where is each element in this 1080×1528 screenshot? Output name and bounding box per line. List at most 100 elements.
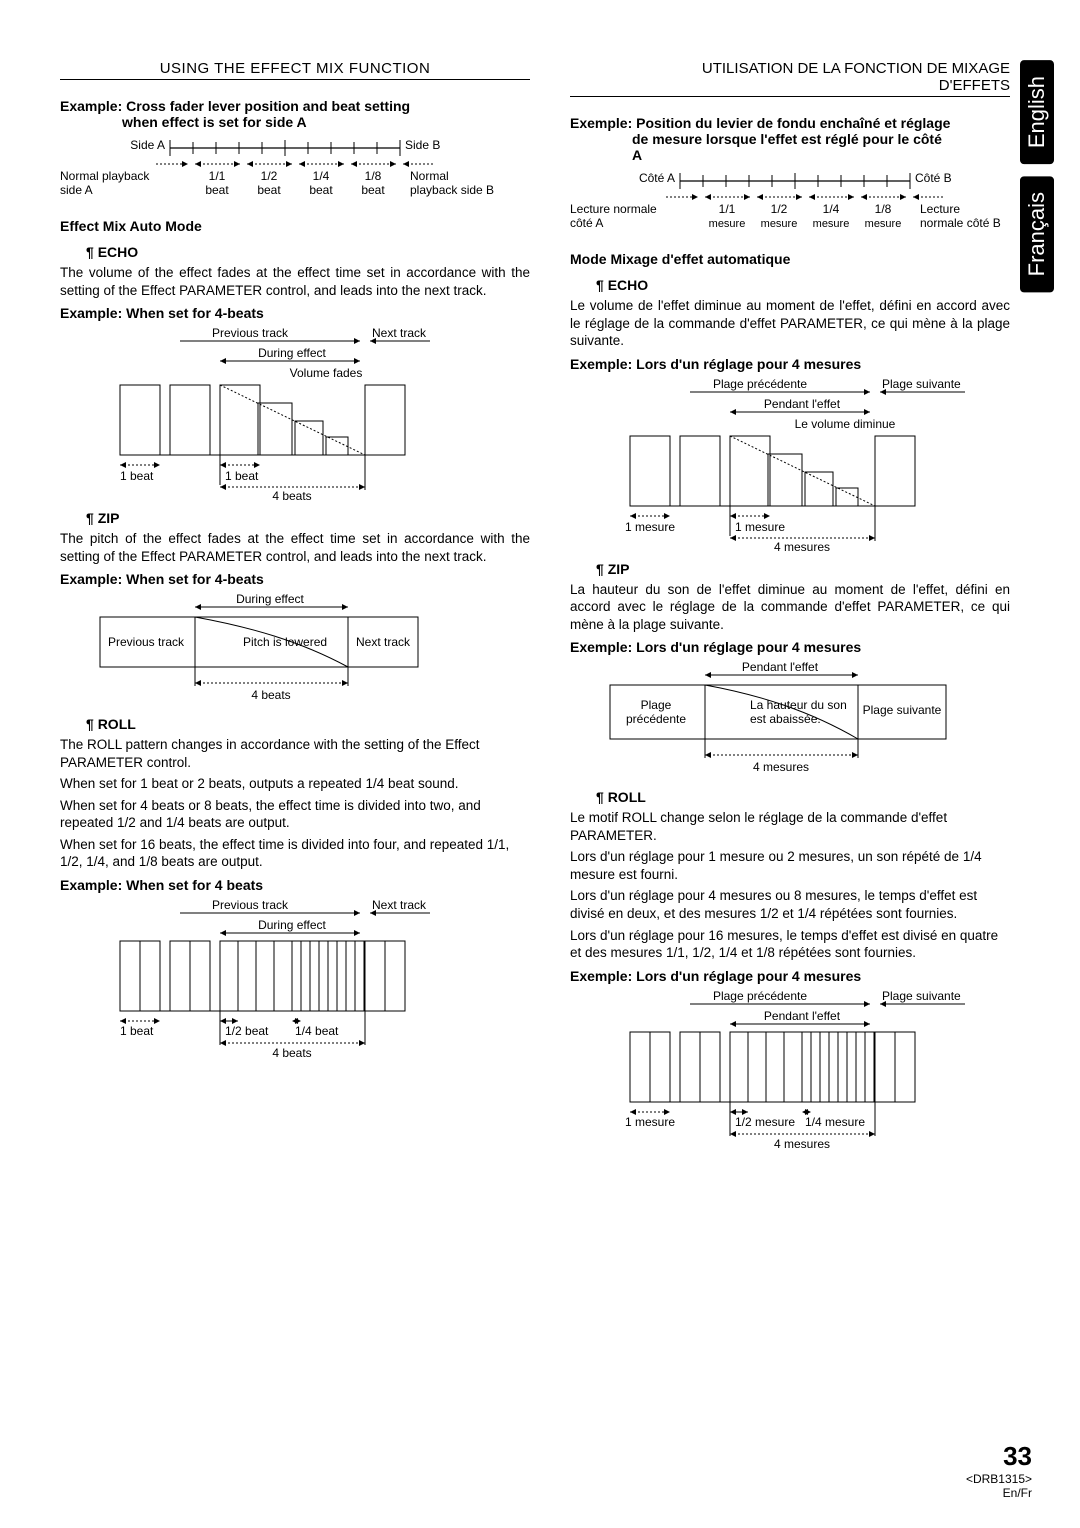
svg-text:Previous track: Previous track (212, 898, 289, 912)
doc-code: <DRB1315> (966, 1472, 1032, 1486)
en-roll-diagram: Previous track Next track During effect … (60, 897, 530, 1057)
page-number: 33 (966, 1441, 1032, 1472)
language-tabs: English Français (1020, 60, 1054, 1158)
svg-text:beat: beat (205, 183, 229, 197)
svg-text:During effect: During effect (258, 346, 326, 360)
svg-text:1 beat: 1 beat (120, 1024, 154, 1038)
svg-text:Côté B: Côté B (915, 171, 952, 185)
svg-text:mesure: mesure (813, 218, 850, 230)
svg-text:1 beat: 1 beat (225, 469, 259, 483)
french-column-wrap: UTILISATION DE LA FONCTION DE MIXAGE D'E… (570, 60, 1040, 1158)
tab-english[interactable]: English (1020, 60, 1054, 164)
svg-text:Next track: Next track (372, 326, 427, 340)
en-header: USING THE EFFECT MIX FUNCTION (60, 60, 530, 80)
en-crossfader-diagram: Side A Side B 1/1 1/2 1/4 1/8 beat beat … (60, 134, 530, 204)
svg-text:1 mesure: 1 mesure (625, 1115, 675, 1129)
svg-text:1 beat: 1 beat (120, 469, 154, 483)
en-echo-ex: Example: When set for 4-beats (60, 305, 530, 321)
svg-text:1/2: 1/2 (771, 202, 788, 216)
en-zip-diagram: During effect Previous track Pitch is lo… (60, 591, 530, 706)
svg-text:Lecture normale: Lecture normale (570, 202, 657, 216)
svg-text:Side B: Side B (405, 138, 440, 152)
svg-text:Volume fades: Volume fades (290, 366, 363, 380)
svg-text:Normal: Normal (410, 169, 449, 183)
svg-text:Pitch is lowered: Pitch is lowered (243, 635, 327, 649)
svg-text:Pendant l'effet: Pendant l'effet (764, 1009, 841, 1023)
svg-text:Normal playback: Normal playback (60, 169, 150, 183)
svg-text:1/1: 1/1 (209, 169, 226, 183)
fr-roll-diagram: Plage précédente Plage suivante Pendant … (570, 988, 1010, 1148)
svg-text:Plage précédente: Plage précédente (713, 989, 807, 1003)
svg-text:Lecture: Lecture (920, 202, 960, 216)
t: Side A (130, 138, 165, 152)
fr-crossfader-title: Exemple: Position du levier de fondu enc… (570, 115, 1010, 163)
svg-text:La hauteur du son: La hauteur du son (750, 698, 847, 712)
page-footer: 33 <DRB1315> En/Fr (966, 1441, 1032, 1500)
svg-text:side A: side A (60, 183, 93, 197)
svg-text:1/4: 1/4 (313, 169, 330, 183)
svg-text:1 mesure: 1 mesure (735, 520, 785, 534)
svg-text:Previous track: Previous track (108, 635, 185, 649)
svg-text:During effect: During effect (258, 918, 326, 932)
en-zip-bullet: ¶ ZIP (86, 510, 530, 526)
en-auto-mode: Effect Mix Auto Mode (60, 218, 530, 234)
svg-text:beat: beat (257, 183, 281, 197)
french-column: UTILISATION DE LA FONCTION DE MIXAGE D'E… (570, 60, 1010, 1158)
doc-lang: En/Fr (966, 1486, 1032, 1500)
fr-header: UTILISATION DE LA FONCTION DE MIXAGE D'E… (570, 60, 1010, 97)
svg-text:4 mesures: 4 mesures (753, 760, 809, 774)
svg-text:1/4 mesure: 1/4 mesure (805, 1115, 865, 1129)
svg-text:1/4: 1/4 (823, 202, 840, 216)
svg-text:Plage suivante: Plage suivante (882, 377, 961, 391)
svg-text:4 beats: 4 beats (251, 688, 290, 702)
svg-text:Plage suivante: Plage suivante (863, 703, 942, 717)
en-echo-diagram: Previous track Next track During effect … (60, 325, 530, 500)
svg-text:1/1: 1/1 (719, 202, 736, 216)
svg-text:précédente: précédente (626, 712, 686, 726)
fr-echo-diagram: Plage précédente Plage suivante Pendant … (570, 376, 1010, 551)
svg-text:Next track: Next track (356, 635, 411, 649)
svg-text:4 mesures: 4 mesures (774, 540, 830, 551)
svg-text:Previous track: Previous track (212, 326, 289, 340)
svg-text:côté A: côté A (570, 216, 603, 230)
svg-text:normale côté B: normale côté B (920, 216, 1001, 230)
svg-text:Plage: Plage (641, 698, 672, 712)
fr-zip-diagram: Pendant l'effet Plage précédente La haut… (570, 659, 1010, 779)
svg-text:playback side B: playback side B (410, 183, 494, 197)
svg-text:1/2 beat: 1/2 beat (225, 1024, 269, 1038)
svg-text:mesure: mesure (865, 218, 902, 230)
en-roll-bullet: ¶ ROLL (86, 716, 530, 732)
en-echo-bullet: ¶ ECHO (86, 244, 530, 260)
fr-crossfader-diagram: Côté A Côté B 1/1 1/2 1/4 1/8 mesure mes… (570, 167, 1010, 237)
svg-text:Plage précédente: Plage précédente (713, 377, 807, 391)
svg-text:beat: beat (309, 183, 333, 197)
svg-text:1 mesure: 1 mesure (625, 520, 675, 534)
svg-text:est abaissée.: est abaissée. (750, 712, 821, 726)
svg-text:mesure: mesure (761, 218, 798, 230)
svg-text:mesure: mesure (709, 218, 746, 230)
svg-text:Pendant l'effet: Pendant l'effet (742, 660, 819, 674)
svg-text:beat: beat (361, 183, 385, 197)
en-crossfader-title: Example: Cross fader lever position and … (60, 98, 530, 130)
svg-text:Pendant l'effet: Pendant l'effet (764, 397, 841, 411)
svg-text:Next track: Next track (372, 898, 427, 912)
svg-text:Le volume diminue: Le volume diminue (795, 417, 896, 431)
svg-text:1/8: 1/8 (365, 169, 382, 183)
svg-text:4 mesures: 4 mesures (774, 1137, 830, 1148)
page: USING THE EFFECT MIX FUNCTION Example: C… (0, 0, 1080, 1528)
en-zip-ex: Example: When set for 4-beats (60, 571, 530, 587)
svg-text:4 beats: 4 beats (272, 489, 311, 500)
fr-auto-mode: Mode Mixage d'effet automatique (570, 251, 1010, 267)
svg-text:Côté A: Côté A (639, 171, 675, 185)
en-echo-p1: The volume of the effect fades at the ef… (60, 264, 530, 299)
tab-francais[interactable]: Français (1020, 176, 1054, 292)
svg-text:Plage suivante: Plage suivante (882, 989, 961, 1003)
svg-text:1/8: 1/8 (875, 202, 892, 216)
english-column: USING THE EFFECT MIX FUNCTION Example: C… (60, 60, 530, 1158)
svg-text:1/2: 1/2 (261, 169, 278, 183)
svg-text:1/4 beat: 1/4 beat (295, 1024, 339, 1038)
en-zip-p1: The pitch of the effect fades at the eff… (60, 530, 530, 565)
svg-text:4 beats: 4 beats (272, 1046, 311, 1057)
svg-text:1/2 mesure: 1/2 mesure (735, 1115, 795, 1129)
svg-text:During effect: During effect (236, 592, 304, 606)
